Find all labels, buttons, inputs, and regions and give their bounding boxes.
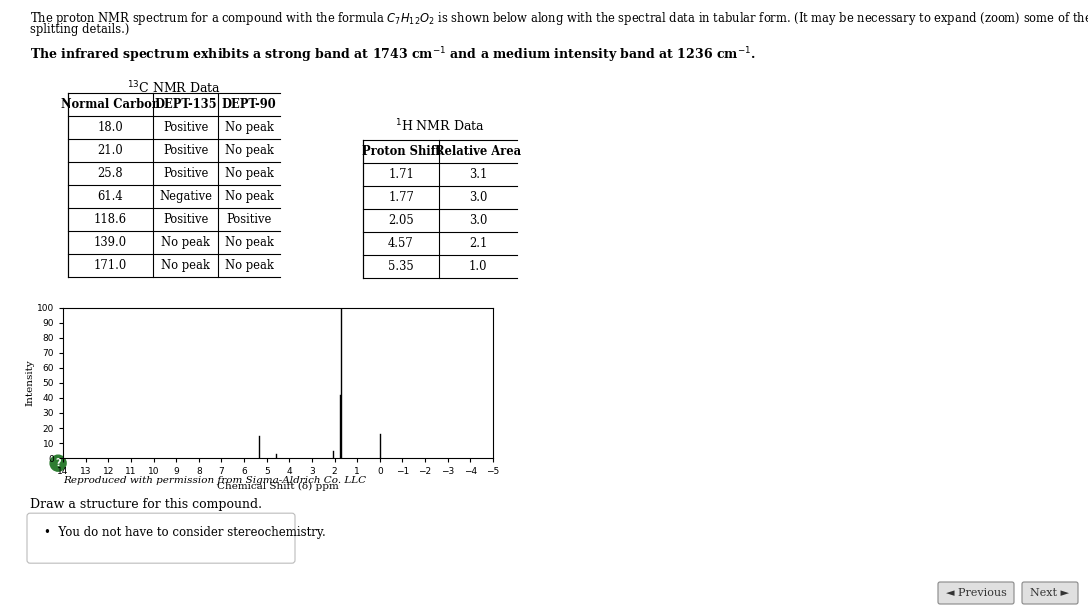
Text: Negative: Negative bbox=[159, 190, 212, 203]
Text: ?: ? bbox=[55, 458, 61, 468]
Text: 18.0: 18.0 bbox=[98, 121, 123, 134]
Text: No peak: No peak bbox=[161, 236, 210, 249]
Text: $^{13}$C NMR Data: $^{13}$C NMR Data bbox=[127, 80, 221, 97]
FancyBboxPatch shape bbox=[27, 513, 295, 563]
Circle shape bbox=[50, 455, 66, 471]
Text: No peak: No peak bbox=[224, 144, 273, 157]
Text: No peak: No peak bbox=[224, 236, 273, 249]
Text: The proton NMR spectrum for a compound with the formula $C_7H_{12}O_2$ is shown : The proton NMR spectrum for a compound w… bbox=[30, 9, 1088, 29]
Text: 139.0: 139.0 bbox=[94, 236, 127, 249]
Text: Next ►: Next ► bbox=[1030, 588, 1070, 598]
Text: 5.35: 5.35 bbox=[388, 260, 413, 273]
Text: •  You do not have to consider stereochemistry.: • You do not have to consider stereochem… bbox=[44, 526, 325, 539]
Text: DEPT-90: DEPT-90 bbox=[222, 98, 276, 111]
Text: splitting details.): splitting details.) bbox=[30, 23, 129, 36]
Text: 3.0: 3.0 bbox=[469, 214, 487, 227]
Text: Positive: Positive bbox=[226, 213, 272, 226]
Text: $^1$H NMR Data: $^1$H NMR Data bbox=[395, 118, 485, 135]
Text: 2.05: 2.05 bbox=[388, 214, 413, 227]
Text: Draw a structure for this compound.: Draw a structure for this compound. bbox=[30, 498, 262, 511]
Text: 4.57: 4.57 bbox=[388, 237, 413, 250]
Text: 118.6: 118.6 bbox=[94, 213, 127, 226]
Text: Positive: Positive bbox=[163, 144, 208, 157]
Text: The infrared spectrum exhibits a strong band at 1743 cm$^{-1}$ and a medium inte: The infrared spectrum exhibits a strong … bbox=[30, 45, 756, 65]
Text: Proton Shift: Proton Shift bbox=[361, 145, 441, 158]
Text: 171.0: 171.0 bbox=[94, 259, 127, 272]
X-axis label: Chemical Shift (δ) ppm: Chemical Shift (δ) ppm bbox=[218, 482, 338, 491]
Text: No peak: No peak bbox=[224, 121, 273, 134]
Text: Positive: Positive bbox=[163, 213, 208, 226]
Text: 25.8: 25.8 bbox=[98, 167, 123, 180]
Text: 61.4: 61.4 bbox=[98, 190, 123, 203]
Text: 21.0: 21.0 bbox=[98, 144, 123, 157]
Text: Relative Area: Relative Area bbox=[435, 145, 521, 158]
Text: No peak: No peak bbox=[224, 167, 273, 180]
Text: No peak: No peak bbox=[224, 190, 273, 203]
Text: Normal Carbon: Normal Carbon bbox=[61, 98, 160, 111]
Text: Reproduced with permission from Sigma-Aldrich Co. LLC: Reproduced with permission from Sigma-Al… bbox=[63, 476, 367, 485]
Text: 2.1: 2.1 bbox=[469, 237, 487, 250]
Text: Positive: Positive bbox=[163, 167, 208, 180]
Y-axis label: Intensity: Intensity bbox=[25, 359, 34, 407]
Text: 3.1: 3.1 bbox=[469, 168, 487, 181]
Text: DEPT-135: DEPT-135 bbox=[154, 98, 217, 111]
Text: Positive: Positive bbox=[163, 121, 208, 134]
Text: No peak: No peak bbox=[161, 259, 210, 272]
Text: ◄ Previous: ◄ Previous bbox=[945, 588, 1006, 598]
Text: 1.71: 1.71 bbox=[388, 168, 413, 181]
FancyBboxPatch shape bbox=[1022, 582, 1078, 604]
FancyBboxPatch shape bbox=[938, 582, 1014, 604]
Text: 3.0: 3.0 bbox=[469, 191, 487, 204]
Text: 1.77: 1.77 bbox=[388, 191, 413, 204]
Text: 1.0: 1.0 bbox=[469, 260, 487, 273]
Text: No peak: No peak bbox=[224, 259, 273, 272]
